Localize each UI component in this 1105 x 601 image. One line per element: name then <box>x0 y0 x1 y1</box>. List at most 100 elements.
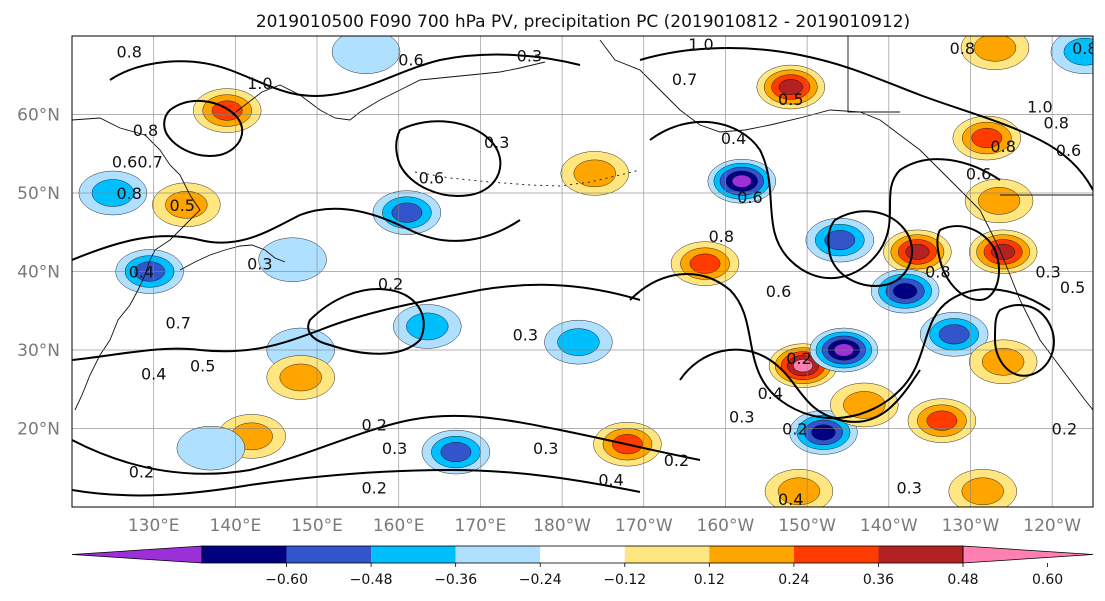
longitude-axis: 130°E 140°E 150°E 160°E 170°E 180°W 170°W 160°W… <box>128 516 1081 536</box>
precip-anomaly-blob <box>789 410 858 455</box>
pv-contour-label: 0.8 <box>116 184 141 203</box>
pv-contour-label: 0.4 <box>129 263 154 282</box>
precip-anomaly-blob <box>670 241 740 286</box>
map-frame <box>71 35 1094 508</box>
pv-contour-label: 1.0 <box>247 74 272 93</box>
precip-anomaly-band <box>331 36 401 74</box>
lon-tick-label: 170°E <box>455 516 507 536</box>
pv-contour-label: 0.6 <box>766 282 791 301</box>
map-area: 0.81.00.80.60.70.80.50.40.70.4 0.50.30.6 0… <box>72 36 1097 507</box>
pv-contour-label: 0.3 <box>533 439 558 458</box>
precip-anomaly-band <box>731 174 752 188</box>
pv-contour-label: 0.2 <box>786 349 811 368</box>
pv-contour-label: 0.8 <box>116 43 141 62</box>
pv-contour <box>72 207 521 261</box>
precip-anomaly-band <box>258 237 327 282</box>
colorbar-tick-label: −0.48 <box>350 572 393 588</box>
precip-anomaly-band <box>391 202 423 223</box>
pv-contour-label: 0.6 <box>737 188 762 207</box>
lon-tick-label: 160°E <box>373 516 425 536</box>
pv-contour-label: 0.6 <box>1056 141 1081 160</box>
precip-anomaly-band <box>778 79 803 95</box>
pv-contour <box>395 120 502 197</box>
lon-tick-label: 120°W <box>1023 516 1081 536</box>
colorbar-tick-label: 0.12 <box>694 572 725 588</box>
precip-anomaly-blob <box>919 312 989 357</box>
precip-anomaly-blob <box>393 304 462 349</box>
pv-contour-labels: 0.81.00.80.60.70.80.50.40.70.4 0.50.30.6 0… <box>112 36 1097 507</box>
precip-anomaly-blob <box>960 36 1030 70</box>
colorbar-extend-min <box>71 545 203 564</box>
pv-contour <box>307 288 425 355</box>
precip-anomaly-band <box>926 410 958 431</box>
precip-anomaly-band <box>440 442 472 463</box>
pv-contour-label: 0.6 <box>398 51 423 70</box>
precip-anomaly-blob <box>372 190 442 235</box>
latitude-axis: 60°N 50°N 40°N 30°N 20°N <box>17 106 60 440</box>
precip-anomaly-blob <box>176 425 246 471</box>
pv-contour-label: 0.8 <box>709 227 734 246</box>
precip-anomaly-band <box>811 424 836 441</box>
aleutian-islands <box>414 169 641 187</box>
pv-contour-label: 0.8 <box>1072 39 1097 58</box>
colorbar-tick-label: 0.36 <box>863 572 894 588</box>
precip-anomaly-blob <box>707 159 776 204</box>
pv-contour-label: 0.6 <box>419 168 444 187</box>
bc-border <box>847 36 900 113</box>
pv-contour-label: 0.2 <box>782 420 807 439</box>
precipitation-anomaly-layer <box>78 36 1093 507</box>
precip-anomaly-blob <box>421 429 491 475</box>
precip-anomaly-band <box>777 477 821 506</box>
precip-anomaly-band <box>961 477 1004 506</box>
colorbar-frame <box>201 545 964 564</box>
pv-contour-label: 1.0 <box>1027 98 1052 117</box>
lat-tick-label: 20°N <box>17 420 60 440</box>
pv-contour-label: 0.5 <box>170 196 195 215</box>
precip-anomaly-band <box>905 244 930 260</box>
lon-tick-label: 130°W <box>942 516 1000 536</box>
precip-anomaly-band <box>971 128 1003 149</box>
colorbar-swatch <box>709 546 794 563</box>
pv-contour <box>639 47 1093 191</box>
precip-anomaly-band <box>573 159 616 188</box>
pv-contour-label: 0.8 <box>1044 113 1069 132</box>
colorbar-extend-max <box>962 545 1094 564</box>
colorbar-swatch <box>371 546 456 563</box>
colorbar-tick-label: −0.60 <box>265 572 308 588</box>
pv-contour <box>163 99 244 157</box>
precip-anomaly-band <box>982 348 1025 376</box>
precip-anomaly-blob <box>805 217 874 263</box>
precip-anomaly-blob <box>1050 36 1093 74</box>
precip-anomaly-band <box>893 283 918 299</box>
colorbar-swatch <box>202 546 287 563</box>
precip-anomaly-band <box>406 312 449 341</box>
colorbar-tick-label: −0.24 <box>519 572 562 588</box>
precip-anomaly-blob <box>830 382 899 428</box>
precip-anomaly-band <box>793 359 813 373</box>
figure-title: 2019010500 F090 700 hPa PV, precipitatio… <box>256 12 910 32</box>
pv-contour <box>72 468 641 497</box>
precip-anomaly-band <box>689 253 721 274</box>
pv-contour-label: 0.5 <box>778 90 803 109</box>
colorbar-swatch <box>793 546 879 563</box>
pv-contour <box>649 120 1001 279</box>
precip-anomaly-blob <box>756 64 825 110</box>
precip-anomaly-blob <box>266 355 335 400</box>
colorbar-tick-label: 0.60 <box>1032 572 1063 588</box>
pv-contour-label: 0.2 <box>664 451 689 470</box>
lon-tick-label: 140°W <box>860 516 918 536</box>
pv-contour-label: 0.5 <box>190 357 215 376</box>
colorbar-tick-label: 0.48 <box>947 572 978 588</box>
precip-anomaly-blob <box>952 115 1022 161</box>
pv-contour-label: 0.3 <box>513 325 538 344</box>
pv-contour-label: 0.3 <box>517 47 542 66</box>
lon-tick-label: 150°E <box>291 516 343 536</box>
precip-anomaly-blob <box>258 237 327 282</box>
pv-contour <box>72 283 641 361</box>
pv-contour <box>936 225 1000 302</box>
lon-tick-label: 180°W <box>533 516 591 536</box>
pv-contour-label: 0.2 <box>361 478 386 497</box>
precip-anomaly-band <box>843 391 886 419</box>
pv-contour-label: 0.3 <box>896 478 921 497</box>
